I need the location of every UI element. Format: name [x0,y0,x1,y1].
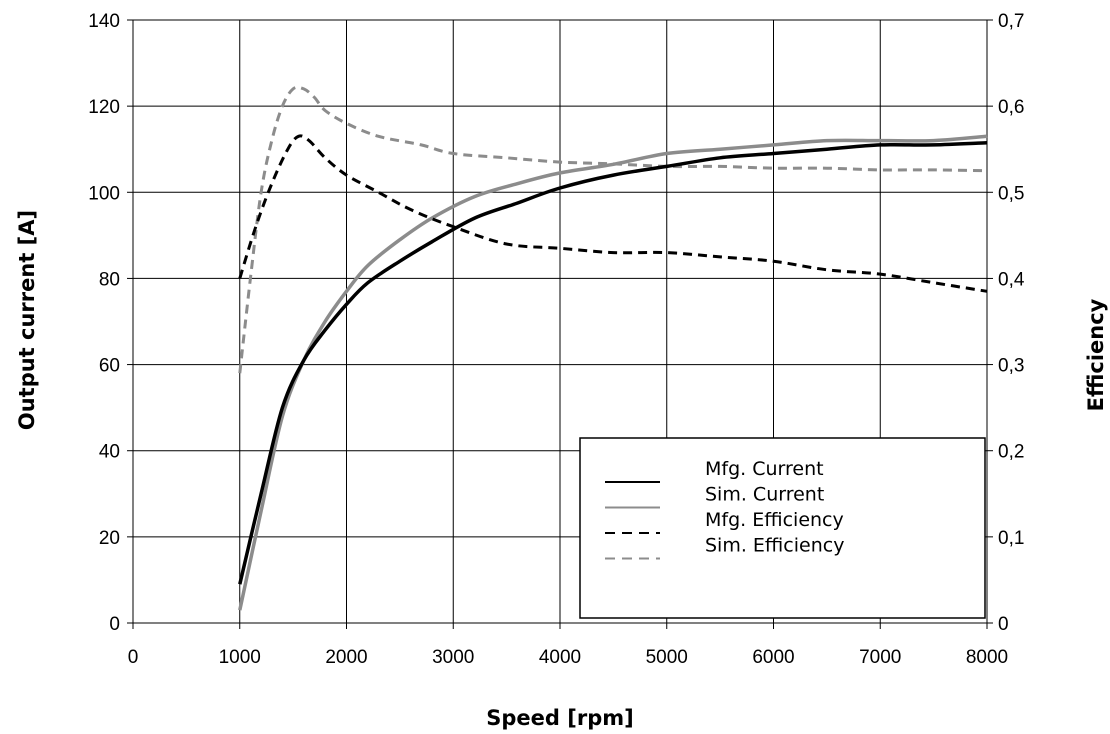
y-left-tick-label: 20 [99,528,120,549]
y-right-tick-label: 0,1 [998,528,1024,549]
legend-label: Sim. Efficiency [705,535,844,557]
series-line-mfg-efficiency [238,134,988,293]
y-left-tick-label: 0 [109,614,120,635]
x-tick-label: 6000 [752,647,794,668]
series-line-sim-efficiency [238,85,988,374]
y-right-tick-label: 0,7 [998,11,1024,32]
y-right-tick-label: 0,4 [998,269,1025,290]
y-right-tick-label: 0,5 [998,183,1024,204]
y-right-tick-label: 0,6 [998,97,1024,118]
y-left-tick-label: 140 [88,11,120,32]
y-left-tick-label: 120 [88,97,120,118]
x-tick-label: 3000 [432,647,474,668]
legend-label: Mfg. Current [705,458,824,480]
y-right-tick-label: 0 [998,614,1009,635]
y-right-tick-label: 0,2 [998,442,1024,463]
legend-label: Mfg. Efficiency [705,509,844,531]
y-left-tick-label: 100 [88,183,120,204]
legend: Mfg. Current Sim. Current Mfg. Efficiency S… [579,437,986,619]
y-left-tick-label: 40 [99,442,120,463]
y-left-tick-label: 80 [99,269,120,290]
legend-box [579,437,986,619]
y-right-tick-labels: 0 0,1 0,2 0,3 0,4 0,5 0,6 0,7 [998,11,1025,635]
axes [127,19,993,629]
series-lines [238,85,988,611]
x-tick-label: 0 [128,647,139,668]
x-tick-label: 7000 [859,647,901,668]
x-tick-label: 2000 [325,647,367,668]
legend-label: Sim. Current [705,484,824,506]
y-left-axis-title: Output current [A] [15,210,39,430]
y-right-axis-title: Efficiency [1084,298,1108,411]
y-left-tick-label: 60 [99,356,120,377]
x-axis-title: Speed [rpm] [486,706,633,730]
x-tick-label: 5000 [646,647,688,668]
y-right-tick-label: 0,3 [998,356,1024,377]
y-left-tick-labels: 0 20 40 60 80 100 120 140 [88,11,120,635]
x-tick-labels: 0 1000 2000 3000 4000 5000 6000 7000 8000 [128,647,1008,668]
x-tick-label: 8000 [966,647,1008,668]
x-tick-label: 1000 [219,647,261,668]
x-tick-label: 4000 [539,647,581,668]
series-line-mfg-current [238,141,988,585]
